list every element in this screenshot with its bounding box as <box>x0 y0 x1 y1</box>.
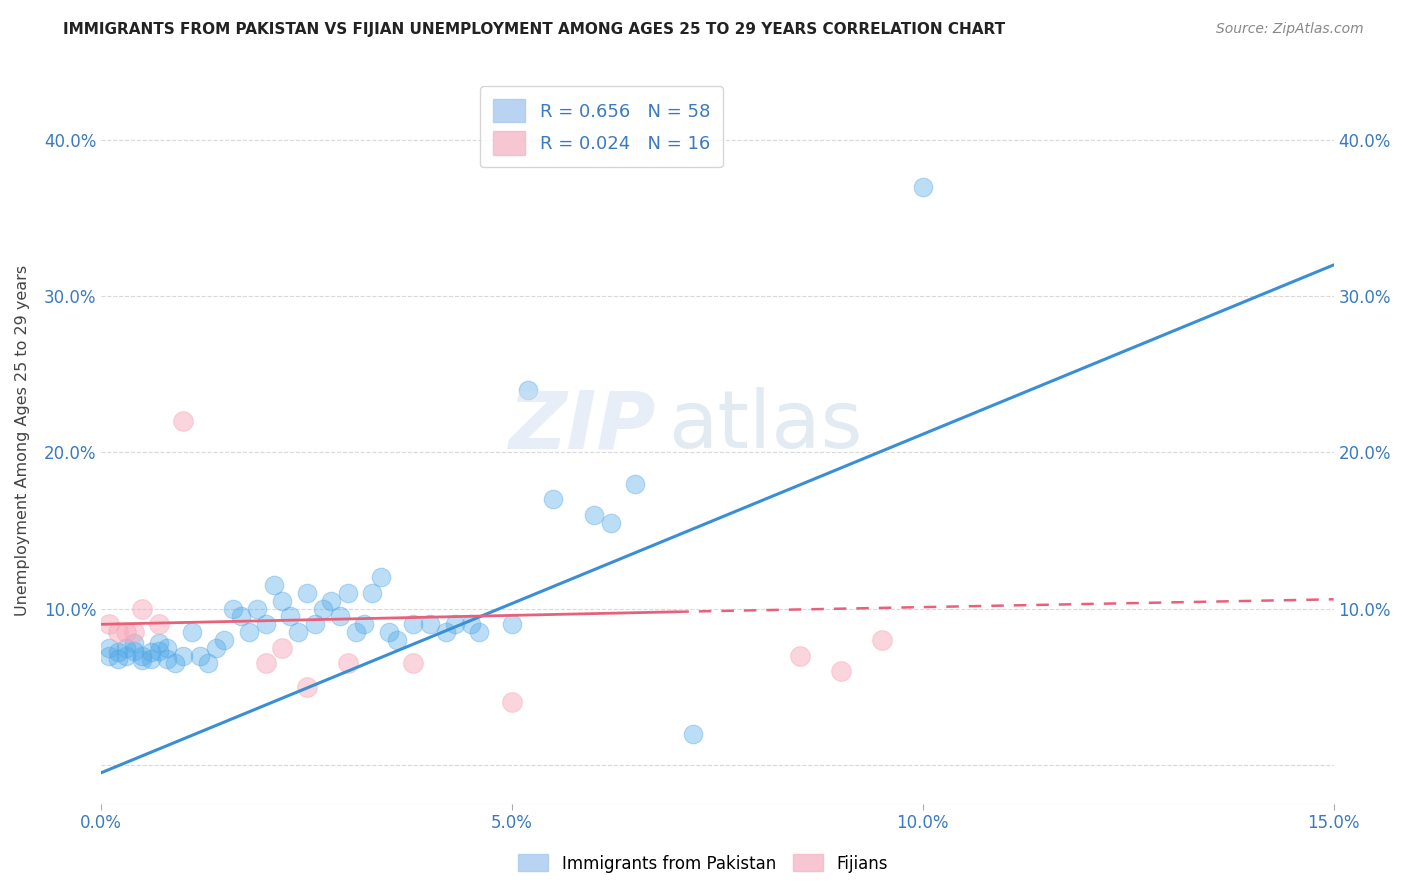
Point <box>624 476 647 491</box>
Point <box>263 578 285 592</box>
Point <box>98 648 121 663</box>
Point <box>214 632 236 647</box>
Point <box>312 601 335 615</box>
Point <box>180 625 202 640</box>
Point <box>344 625 367 640</box>
Point <box>583 508 606 522</box>
Point <box>378 625 401 640</box>
Point <box>107 645 129 659</box>
Point <box>131 601 153 615</box>
Point <box>336 657 359 671</box>
Point <box>139 645 162 659</box>
Point <box>165 657 187 671</box>
Point <box>148 636 170 650</box>
Point <box>443 617 465 632</box>
Point <box>115 640 138 655</box>
Point <box>222 601 245 615</box>
Point <box>172 414 194 428</box>
Point <box>911 179 934 194</box>
Point <box>115 625 138 640</box>
Point <box>353 617 375 632</box>
Point <box>205 640 228 655</box>
Point <box>402 657 425 671</box>
Point <box>172 648 194 663</box>
Point <box>107 625 129 640</box>
Text: atlas: atlas <box>668 387 862 466</box>
Point <box>870 632 893 647</box>
Point <box>336 586 359 600</box>
Point <box>295 680 318 694</box>
Point <box>246 601 269 615</box>
Point <box>789 648 811 663</box>
Point <box>131 648 153 663</box>
Legend: R = 0.656   N = 58, R = 0.024   N = 16: R = 0.656 N = 58, R = 0.024 N = 16 <box>479 87 723 167</box>
Point <box>107 651 129 665</box>
Point <box>115 648 138 663</box>
Point <box>541 492 564 507</box>
Point <box>682 727 704 741</box>
Point <box>254 617 277 632</box>
Point <box>385 632 408 647</box>
Point <box>271 640 294 655</box>
Point <box>238 625 260 640</box>
Point <box>419 617 441 632</box>
Point <box>156 640 179 655</box>
Point <box>501 617 523 632</box>
Point <box>468 625 491 640</box>
Point <box>460 617 482 632</box>
Text: IMMIGRANTS FROM PAKISTAN VS FIJIAN UNEMPLOYMENT AMONG AGES 25 TO 29 YEARS CORREL: IMMIGRANTS FROM PAKISTAN VS FIJIAN UNEMP… <box>63 22 1005 37</box>
Point <box>434 625 457 640</box>
Point <box>304 617 326 632</box>
Point <box>122 625 145 640</box>
Point <box>402 617 425 632</box>
Point <box>278 609 301 624</box>
Legend: Immigrants from Pakistan, Fijians: Immigrants from Pakistan, Fijians <box>512 847 894 880</box>
Point <box>517 383 540 397</box>
Point <box>328 609 350 624</box>
Y-axis label: Unemployment Among Ages 25 to 29 years: Unemployment Among Ages 25 to 29 years <box>15 265 30 616</box>
Point <box>295 586 318 600</box>
Point <box>148 644 170 658</box>
Point <box>156 651 179 665</box>
Point <box>254 657 277 671</box>
Point <box>188 648 211 663</box>
Text: Source: ZipAtlas.com: Source: ZipAtlas.com <box>1216 22 1364 37</box>
Point <box>287 625 309 640</box>
Point <box>501 695 523 709</box>
Point <box>148 617 170 632</box>
Point <box>122 644 145 658</box>
Point <box>229 609 252 624</box>
Point <box>361 586 384 600</box>
Text: ZIP: ZIP <box>509 387 655 466</box>
Point <box>830 664 852 678</box>
Point <box>197 657 219 671</box>
Point <box>139 651 162 665</box>
Point <box>321 594 343 608</box>
Point <box>599 516 621 530</box>
Point <box>271 594 294 608</box>
Point <box>98 617 121 632</box>
Point <box>131 653 153 667</box>
Point <box>122 636 145 650</box>
Point <box>98 640 121 655</box>
Point <box>370 570 392 584</box>
